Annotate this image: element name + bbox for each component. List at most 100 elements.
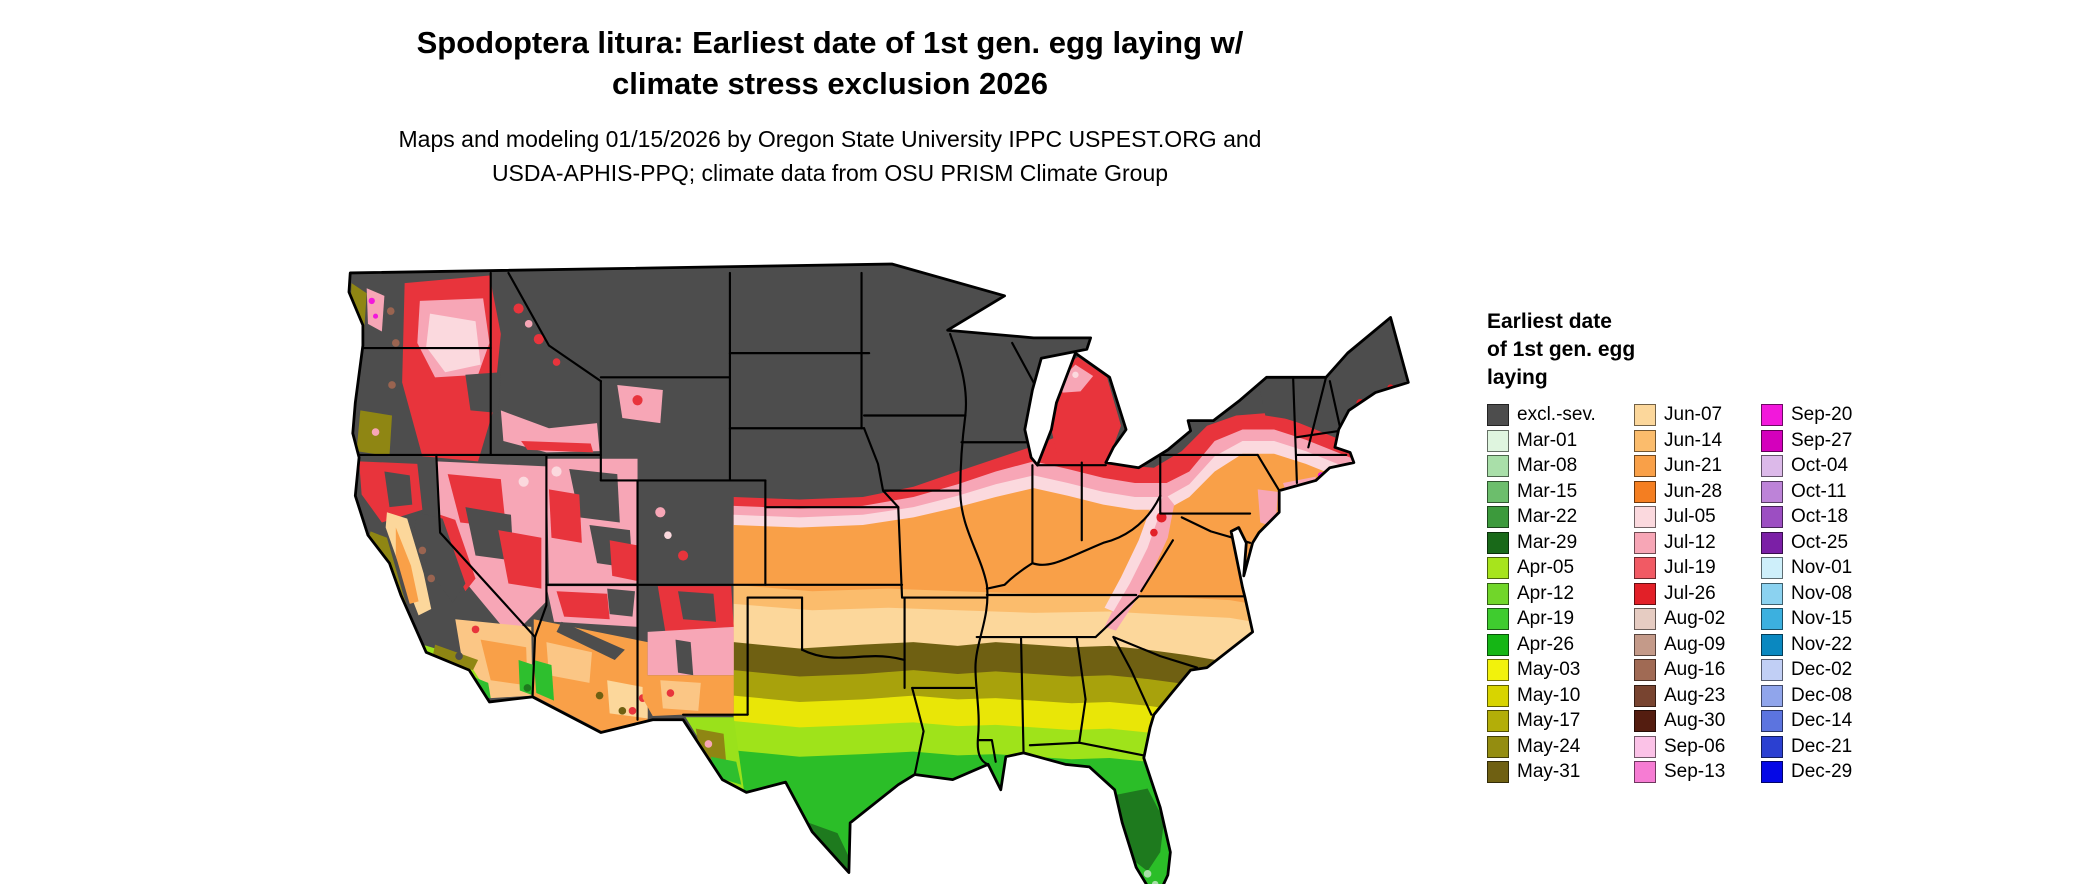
legend-swatch bbox=[1634, 710, 1656, 732]
legend-swatch bbox=[1634, 582, 1656, 605]
legend-swatch bbox=[1487, 429, 1509, 452]
legend-swatch bbox=[1761, 761, 1783, 783]
legend-label: Oct-11 bbox=[1791, 480, 1847, 502]
legend-label: Jun-14 bbox=[1664, 429, 1723, 451]
legend-label: Jul-05 bbox=[1664, 506, 1716, 527]
legend-swatch bbox=[1761, 506, 1783, 528]
legend-column: Sep-20 Sep-27 Oct-04 Oct-11 Oct-18 Oct-25 Nov-… bbox=[1761, 404, 1911, 787]
legend-label: Oct-04 bbox=[1791, 455, 1849, 476]
legend-entry: Aug-30 bbox=[1634, 710, 1761, 732]
legend-entry: Oct-04 bbox=[1761, 455, 1911, 477]
legend-swatch bbox=[1761, 710, 1783, 732]
legend-label: Mar-08 bbox=[1517, 455, 1578, 476]
legend-label: Sep-20 bbox=[1791, 404, 1853, 425]
legend-swatch bbox=[1487, 506, 1509, 528]
legend-label: excl.-sev. bbox=[1517, 404, 1596, 425]
legend-swatch bbox=[1487, 531, 1509, 554]
legend-swatch bbox=[1761, 735, 1783, 758]
legend-swatch bbox=[1634, 455, 1656, 477]
legend-swatch bbox=[1634, 608, 1656, 630]
legend-label: Mar-29 bbox=[1517, 531, 1578, 553]
legend-label: May-10 bbox=[1517, 684, 1581, 706]
legend-swatch bbox=[1634, 761, 1656, 783]
legend-swatch bbox=[1487, 684, 1509, 707]
legend-title-line-1: Earliest date bbox=[1487, 310, 1612, 333]
legend-label: Jun-07 bbox=[1664, 404, 1723, 425]
legend-entry: Dec-29 bbox=[1761, 761, 1911, 783]
legend-label: Jul-19 bbox=[1664, 557, 1716, 578]
legend-swatch bbox=[1761, 633, 1783, 656]
legend-label: Sep-13 bbox=[1664, 761, 1726, 782]
legend-label: Aug-30 bbox=[1664, 710, 1726, 731]
legend-entry: Dec-08 bbox=[1761, 684, 1911, 707]
legend-entry: Apr-26 bbox=[1487, 633, 1634, 656]
legend-swatch bbox=[1761, 531, 1783, 554]
legend-entry: Jul-05 bbox=[1634, 506, 1761, 528]
legend-swatch bbox=[1487, 608, 1509, 630]
legend-entry: May-03 bbox=[1487, 659, 1634, 681]
legend-entry: Nov-22 bbox=[1761, 633, 1911, 656]
legend-entry: Apr-12 bbox=[1487, 582, 1634, 605]
legend-label: Dec-14 bbox=[1791, 710, 1853, 731]
legend-label: Jul-12 bbox=[1664, 531, 1716, 553]
legend-label: Aug-09 bbox=[1664, 633, 1726, 655]
legend-label: Apr-12 bbox=[1517, 582, 1575, 604]
legend-entry: Apr-05 bbox=[1487, 557, 1634, 579]
legend-swatch bbox=[1761, 480, 1783, 503]
legend-swatch bbox=[1761, 608, 1783, 630]
legend-entry: Aug-16 bbox=[1634, 659, 1761, 681]
legend-label: Apr-19 bbox=[1517, 608, 1575, 629]
legend-label: Nov-15 bbox=[1791, 608, 1853, 629]
legend-label: Jun-21 bbox=[1664, 455, 1723, 476]
legend-swatch bbox=[1487, 761, 1509, 783]
page-title: Spodoptera litura: Earliest date of 1st … bbox=[0, 22, 1660, 104]
legend-entry: Mar-08 bbox=[1487, 455, 1634, 477]
legend-entry: Oct-11 bbox=[1761, 480, 1911, 503]
legend-swatch bbox=[1634, 633, 1656, 656]
legend-entry: May-31 bbox=[1487, 761, 1634, 783]
us-outline bbox=[347, 262, 1410, 884]
legend-title: Earliest date of 1st gen. egg laying bbox=[1487, 308, 1937, 392]
title-line-2: climate stress exclusion 2026 bbox=[612, 66, 1048, 101]
legend-entry: Sep-27 bbox=[1761, 429, 1911, 452]
legend-entry: May-17 bbox=[1487, 710, 1634, 732]
legend-label: Nov-22 bbox=[1791, 633, 1853, 655]
legend-swatch bbox=[1487, 582, 1509, 605]
legend-entry: Oct-18 bbox=[1761, 506, 1911, 528]
legend-entry: Jul-12 bbox=[1634, 531, 1761, 554]
legend-swatch bbox=[1487, 710, 1509, 732]
legend-swatch bbox=[1634, 684, 1656, 707]
legend: Earliest date of 1st gen. egg laying exc… bbox=[1487, 308, 1937, 787]
legend-entry: Sep-20 bbox=[1761, 404, 1911, 426]
legend-entry: Nov-08 bbox=[1761, 582, 1911, 605]
us-map-svg bbox=[347, 262, 1410, 884]
legend-label: Oct-18 bbox=[1791, 506, 1849, 527]
legend-entry: Nov-15 bbox=[1761, 608, 1911, 630]
legend-column: Jun-07 Jun-14 Jun-21 Jun-28 Jul-05 Jul-12 Jul-… bbox=[1634, 404, 1761, 787]
legend-swatch bbox=[1634, 557, 1656, 579]
legend-swatch bbox=[1487, 455, 1509, 477]
legend-title-line-2: of 1st gen. egg bbox=[1487, 338, 1636, 361]
legend-label: Apr-26 bbox=[1517, 633, 1575, 655]
legend-label: Aug-16 bbox=[1664, 659, 1726, 680]
legend-swatch bbox=[1487, 735, 1509, 758]
legend-title-line-3: laying bbox=[1487, 366, 1548, 389]
legend-label: Sep-06 bbox=[1664, 735, 1726, 757]
legend-label: Apr-05 bbox=[1517, 557, 1575, 578]
legend-label: May-03 bbox=[1517, 659, 1581, 680]
legend-swatch bbox=[1487, 557, 1509, 579]
legend-label: Sep-27 bbox=[1791, 429, 1853, 451]
legend-swatch bbox=[1487, 480, 1509, 503]
legend-swatch bbox=[1761, 455, 1783, 477]
legend-label: Dec-21 bbox=[1791, 735, 1853, 757]
legend-label: May-31 bbox=[1517, 761, 1581, 782]
legend-entry: Aug-09 bbox=[1634, 633, 1761, 656]
legend-label: Dec-29 bbox=[1791, 761, 1853, 782]
legend-label: Mar-15 bbox=[1517, 480, 1578, 502]
legend-entry: Mar-22 bbox=[1487, 506, 1634, 528]
legend-label: Oct-25 bbox=[1791, 531, 1849, 553]
legend-entry: May-24 bbox=[1487, 735, 1634, 758]
legend-entry: Jul-19 bbox=[1634, 557, 1761, 579]
legend-entry: Aug-23 bbox=[1634, 684, 1761, 707]
legend-entry: Nov-01 bbox=[1761, 557, 1911, 579]
